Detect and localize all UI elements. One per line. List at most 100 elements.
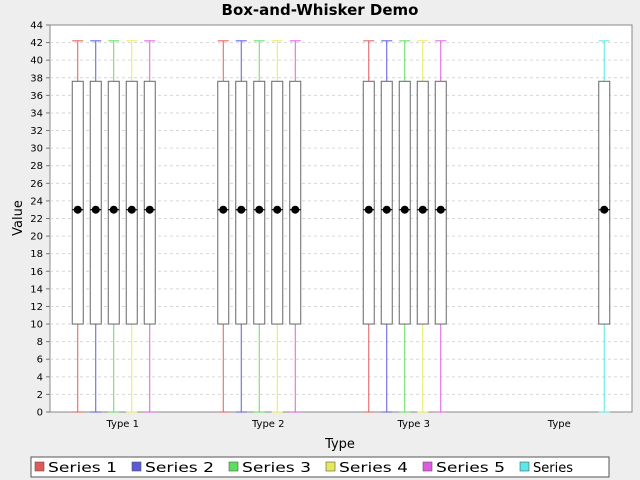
x-tick-label: Type [547,419,571,430]
mean-marker [400,205,409,214]
mean-marker [418,205,427,214]
mean-marker [291,205,300,214]
box-body [89,80,102,325]
mean-marker [600,205,609,214]
box-series-3-type-1 [107,40,120,413]
legend-label: Series 4 [339,461,408,476]
y-axis: 0246810121416182022242628303234363840424… [30,21,50,419]
legend-swatch [228,461,239,472]
y-tick-label: 2 [37,390,43,401]
box-body [434,80,447,325]
y-tick-label: 14 [30,284,43,295]
mean-marker [109,205,118,214]
legend-item-series-5: Series 5 [422,461,505,476]
mean-marker [127,205,136,214]
box-body [143,80,156,325]
box-body [598,80,611,325]
legend-swatch [422,461,433,472]
y-tick-label: 18 [30,249,43,260]
x-axis-label: Type [324,437,355,452]
y-tick-label: 26 [30,179,43,190]
legend-item-series-3: Series 3 [228,461,311,476]
y-tick-label: 20 [30,232,43,243]
y-tick-label: 6 [37,355,43,366]
box-body [217,80,230,325]
legend-label: Series 2 [145,461,214,476]
legend-label: Series 1 [48,461,117,476]
box-series-4-type-3 [416,40,429,413]
y-tick-label: 38 [30,73,43,84]
y-tick-label: 12 [30,302,43,313]
x-tick-label: Type 3 [396,419,430,430]
mean-marker [219,205,228,214]
legend-item-series: Series [519,461,573,476]
mean-marker [237,205,246,214]
box-series-2-type-2 [235,40,248,413]
box-body [289,80,302,325]
y-tick-label: 22 [30,214,43,225]
box-series-2-type-3 [380,40,393,413]
mean-marker [436,205,445,214]
y-tick-label: 34 [30,108,43,119]
box-body [416,80,429,325]
y-tick-label: 24 [30,196,43,207]
y-tick-label: 44 [30,21,43,32]
box-series-4-type-1 [125,40,138,413]
y-tick-label: 10 [30,320,43,331]
box-series-3-type-3 [398,40,411,413]
box-series-5-type-2 [289,40,302,413]
y-tick-label: 30 [30,144,43,155]
box-body [235,80,248,325]
box-body [71,80,84,325]
y-tick-label: 4 [37,372,43,383]
box-series-5-type-1 [143,40,156,413]
box-series-5-type-3 [434,40,447,413]
boxes [71,40,611,413]
legend-label: Series 3 [242,461,311,476]
y-tick-label: 16 [30,267,43,278]
x-tick-label: Type 2 [251,419,285,430]
box-series-4-type-2 [271,40,284,413]
box-body [398,80,411,325]
mean-marker [255,205,264,214]
legend: Series 1 Series 2 Series 3 Series 4 Series 5… [30,456,610,478]
box-body [380,80,393,325]
legend-swatch [131,461,142,472]
y-tick-label: 0 [37,408,43,419]
mean-marker [364,205,373,214]
legend-label: Series [533,461,573,476]
y-tick-label: 28 [30,161,43,172]
box-body [362,80,375,325]
box-series-1-type-1 [71,40,84,413]
legend-label: Series 5 [436,461,505,476]
box-series-type [598,40,611,413]
x-axis: Type 1 Type 2 Type 3 Type [105,419,570,430]
mean-marker [382,205,391,214]
mean-marker [73,205,82,214]
box-series-1-type-3 [362,40,375,413]
y-tick-label: 32 [30,126,43,137]
y-tick-label: 42 [30,38,43,49]
y-axis-label: Value [11,200,26,236]
box-body [271,80,284,325]
legend-item-series-1: Series 1 [34,461,117,476]
box-body [253,80,266,325]
box-body [107,80,120,325]
legend-swatch [519,461,530,472]
box-body [125,80,138,325]
box-series-1-type-2 [217,40,230,413]
y-tick-label: 36 [30,91,43,102]
chart-title: Box-and-Whisker Demo [222,1,419,19]
legend-item-series-2: Series 2 [131,461,214,476]
box-series-3-type-2 [253,40,266,413]
legend-swatch [325,461,336,472]
mean-marker [145,205,154,214]
x-tick-label: Type 1 [105,419,139,430]
box-series-2-type-1 [89,40,102,413]
y-tick-label: 8 [37,337,43,348]
y-tick-label: 40 [30,56,43,67]
legend-swatch [34,461,45,472]
legend-item-series-4: Series 4 [325,461,408,476]
